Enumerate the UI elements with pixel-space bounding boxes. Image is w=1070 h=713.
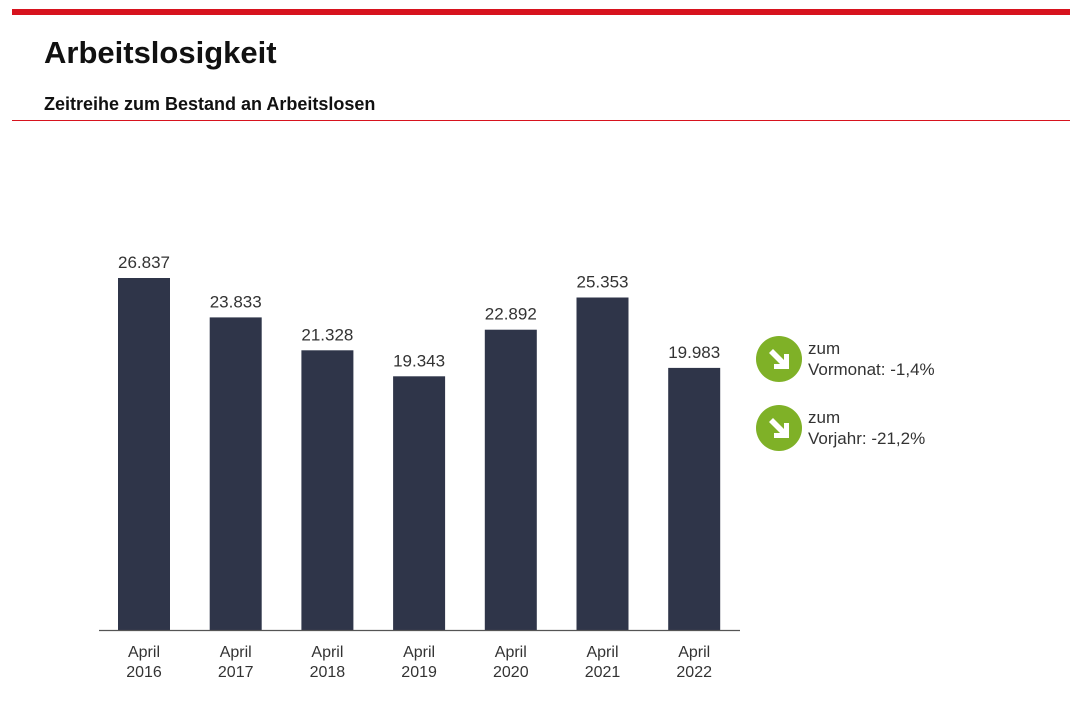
data-label: 22.892 <box>485 305 537 324</box>
bar-2020 <box>484 329 537 630</box>
indicator-value: -21,2% <box>871 429 926 448</box>
data-label: 19.983 <box>668 343 720 362</box>
data-label: 23.833 <box>210 292 262 311</box>
indicator-label: zum <box>808 339 841 358</box>
data-label: 21.328 <box>301 325 353 344</box>
arrow-down-right-icon <box>756 405 802 451</box>
x-tick-label: April 2018 <box>310 644 346 681</box>
data-label: 26.837 <box>118 253 170 272</box>
bar-2021 <box>576 297 629 630</box>
x-tick-label: April 2020 <box>493 644 529 681</box>
x-tick-label: April 2022 <box>676 644 712 681</box>
bar-2016 <box>118 278 170 630</box>
header-divider <box>12 120 1070 121</box>
bar-2017 <box>209 317 262 630</box>
bar-2018 <box>301 350 354 630</box>
x-tick-label: April 2019 <box>401 644 437 681</box>
bar-2022 <box>668 367 721 630</box>
indicator-detail-label: Vormonat: <box>808 360 886 379</box>
x-tick-label: April 2017 <box>218 644 254 681</box>
indicator-vormonat: zum Vormonat: -1,4% <box>756 336 935 382</box>
indicator-detail-label: Vorjahr: <box>808 429 867 448</box>
page-title: Arbeitslosigkeit <box>44 35 277 70</box>
indicator-label: zum <box>808 408 841 427</box>
indicator-text: zum Vorjahr: -21,2% <box>808 407 925 449</box>
indicator-vorjahr: zum Vorjahr: -21,2% <box>756 405 925 451</box>
x-tick-label: April 2016 <box>126 644 162 681</box>
arrow-down-right-icon <box>756 336 802 382</box>
bar-2019 <box>393 376 446 630</box>
data-label: 25.353 <box>577 273 629 292</box>
indicator-value: -1,4% <box>890 360 935 379</box>
bar-chart: 26.837 April 2016 23.833 April 2017 21.328 Apri… <box>99 253 740 681</box>
indicator-text: zum Vormonat: -1,4% <box>808 338 935 380</box>
top-accent-bar <box>12 9 1070 15</box>
data-label: 19.343 <box>393 351 445 370</box>
x-tick-label: April 2021 <box>585 644 621 681</box>
page-subtitle: Zeitreihe zum Bestand an Arbeitslosen <box>44 94 376 114</box>
